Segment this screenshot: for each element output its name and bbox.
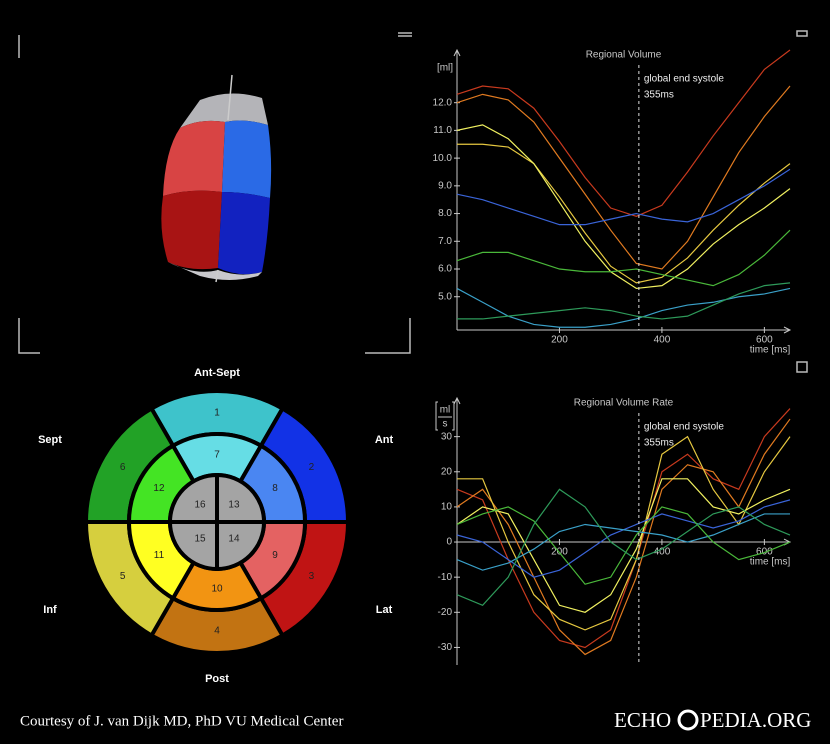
segment-label: 14 [228,534,240,545]
segment-label: 13 [228,500,240,511]
series-line [456,418,791,656]
segment-label: 7 [214,450,220,461]
annotation: 355ms [644,438,674,449]
y-tick-label: 12.0 [433,97,453,108]
y-label-bracket [435,401,455,431]
segment-label: 3 [309,571,315,582]
segment-label: 6 [120,462,126,473]
wall-label: Inf [43,604,57,616]
x-tick-label: 400 [654,335,671,346]
y-tick-label: 20 [441,466,453,477]
series-line [456,85,791,270]
series-line [456,168,791,226]
series-line [456,506,791,585]
segment [167,472,219,524]
y-axis-label: [ml] [437,63,453,74]
series-line [456,513,790,571]
y-axis-label: ml [440,405,451,416]
heart-model [161,74,272,283]
segment-label: 8 [272,483,278,494]
segment-label: 5 [120,571,126,582]
series-line [456,488,791,606]
annotation: 355ms [644,90,674,101]
segment-label: 2 [309,462,315,473]
chart-title: Regional Volume [586,50,662,61]
y-tick-label: 9.0 [438,180,452,191]
series-line [456,478,791,613]
segment-label: 10 [211,584,223,595]
series-line [456,124,791,290]
wall-label: Post [205,673,229,685]
charts: Regional Volume [ml] 5.0 6.0 7.0 8.0 9.0 10.0 11… [433,48,792,665]
segment-label: 15 [194,534,206,545]
x-tick-label: 400 [654,547,671,558]
series-line [456,287,791,328]
y-tick-label: 10.0 [433,153,453,164]
segment-label: 12 [153,483,165,494]
y-tick-label: 11.0 [433,125,452,136]
y-axis-label: s [443,419,448,430]
y-tick-label: 6.0 [438,264,452,275]
y-tick-label: 5.0 [438,291,452,302]
x-tick-label: 600 [756,335,773,346]
series-line [457,435,791,631]
y-tick-label: 10 [441,502,453,513]
logo-text: ECHO [614,708,671,732]
series-line [457,282,791,320]
x-axis-label: time [ms] [750,557,791,568]
y-tick-label: -10 [438,572,453,583]
credit: Courtesy of J. van Dijk MD, PhD VU Medic… [20,713,343,729]
y-tick-label: -30 [438,642,453,653]
segment-label: 11 [154,550,165,561]
y-tick-label: 8.0 [438,208,452,219]
x-axis [457,326,792,334]
series-line [456,49,791,217]
x-tick-label: 200 [551,335,568,346]
y-axis [453,396,461,665]
segment-label: 16 [194,500,206,511]
segment-label: 9 [272,550,278,561]
series-line [457,143,791,284]
segment-label: 1 [214,408,220,419]
y-tick-label: -20 [438,607,453,618]
wall-label: Ant-Sept [194,367,240,379]
annotation: global end systole [644,422,724,433]
y-tick-label: 30 [441,431,453,442]
y-tick-label: 7.0 [438,236,452,247]
annotation: global end systole [644,74,724,85]
chart-title: Regional Volume Rate [574,398,674,409]
logo-icon [677,709,699,731]
y-tick-label: 0 [446,537,452,548]
y-axis [453,48,461,330]
segment-label: 4 [214,626,220,637]
series-line [456,229,791,287]
wall-label: Sept [38,434,62,446]
logo-text: PEDIA.ORG [700,708,811,732]
wall-label: Ant [375,434,394,446]
view-frame [18,30,808,373]
wall-label: Lat [376,604,393,616]
x-axis-label: time [ms] [750,345,791,356]
